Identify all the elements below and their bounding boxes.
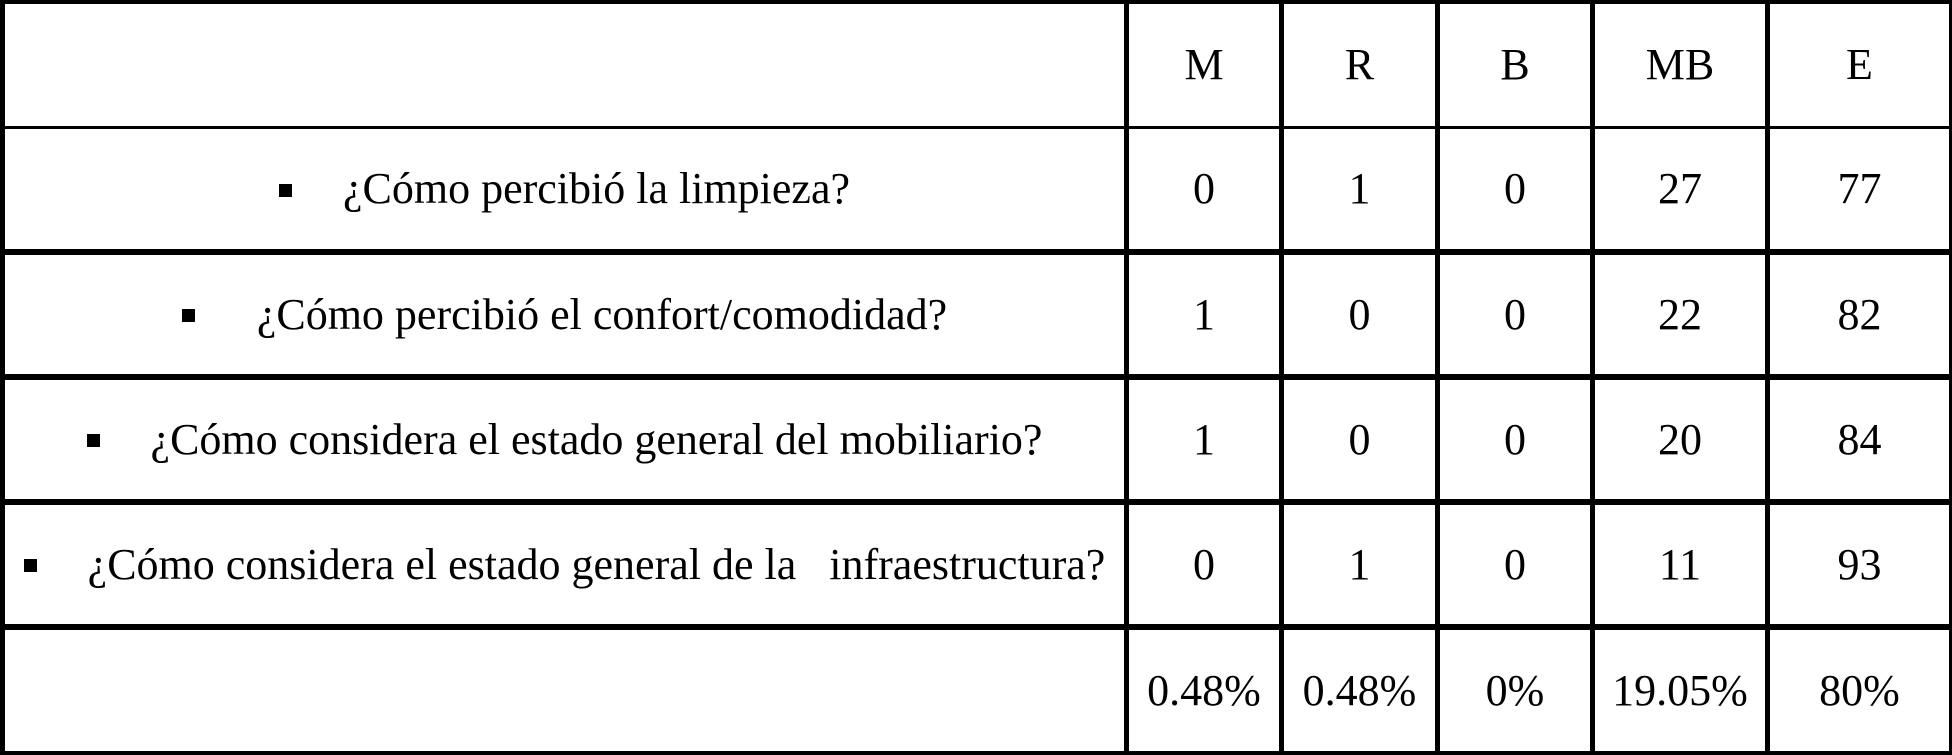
value-cell: 77 [1765,127,1952,255]
value-cell: 0 [1435,502,1595,630]
question-cell: ¿Cómo considera el estado general del mo… [0,377,1129,505]
total-cell: 0.48% [1279,627,1440,753]
totals-row: 0.48% 0.48% 0% 19.05% 80% [0,627,1952,753]
bullet-icon [181,309,195,323]
value-cell: 1 [1124,252,1284,380]
question-cell: ¿Cómo percibió el confort/comodidad? [0,252,1129,380]
value-cell: 0 [1279,377,1440,505]
table-row: ¿Cómo considera el estado general de la … [0,502,1952,630]
total-cell: 0.48% [1124,627,1284,753]
value-cell: 0 [1279,252,1440,380]
value-cell: 84 [1765,377,1952,505]
bullet-icon [86,434,100,448]
column-header-b: B [1435,2,1595,129]
column-header-m: M [1124,2,1284,129]
value-cell: 20 [1590,377,1770,505]
value-cell: 0 [1435,252,1595,380]
table-row: ¿Cómo percibió la limpieza? 0 1 0 27 77 [0,127,1952,255]
value-cell: 11 [1590,502,1770,630]
question-cell: ¿Cómo considera el estado general de la … [0,502,1129,630]
value-cell: 0 [1435,127,1595,255]
header-row: M R B MB E [0,2,1952,129]
question-text: ¿Cómo considera el estado general de la … [87,540,1106,589]
column-header-mb: MB [1590,2,1770,129]
question-text: ¿Cómo considera el estado general del mo… [150,415,1043,464]
totals-empty-cell [0,627,1129,753]
value-cell: 1 [1279,127,1440,255]
question-cell: ¿Cómo percibió la limpieza? [0,127,1129,255]
question-text: ¿Cómo percibió la limpieza? [342,164,851,214]
bullet-icon [278,183,292,197]
table-row: ¿Cómo percibió el confort/comodidad? 1 0… [0,252,1952,380]
bullet-icon [23,559,37,573]
total-cell: 0% [1435,627,1595,753]
value-cell: 0 [1435,377,1595,505]
value-cell: 27 [1590,127,1770,255]
column-header-r: R [1279,2,1440,129]
total-cell: 19.05% [1590,627,1770,753]
value-cell: 82 [1765,252,1952,380]
value-cell: 0 [1124,127,1284,255]
value-cell: 93 [1765,502,1952,630]
table-row: ¿Cómo considera el estado general del mo… [0,377,1952,505]
value-cell: 0 [1124,502,1284,630]
corner-cell [0,2,1129,129]
total-cell: 80% [1765,627,1952,753]
value-cell: 1 [1279,502,1440,630]
value-cell: 22 [1590,252,1770,380]
column-header-e: E [1765,2,1952,129]
value-cell: 1 [1124,377,1284,505]
question-text: ¿Cómo percibió el confort/comodidad? [245,290,948,339]
